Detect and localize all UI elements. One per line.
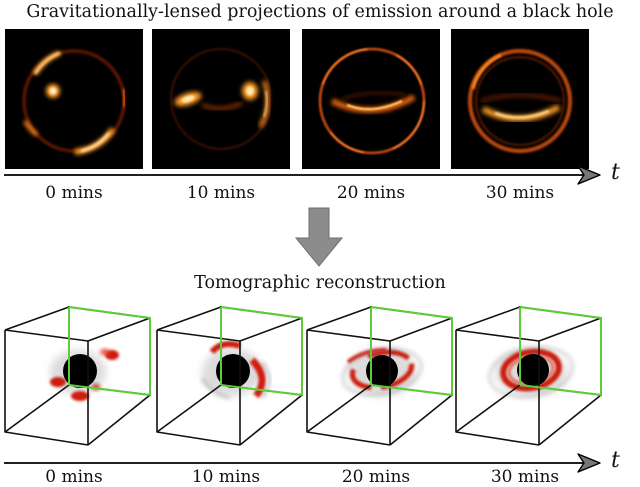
- bottom-axis-label: t: [611, 448, 620, 473]
- top-axis-label: t: [611, 160, 620, 185]
- lensed-image-10: [152, 29, 290, 169]
- cube-10: [156, 305, 303, 446]
- top-time-label-30: 30 mins: [485, 183, 555, 203]
- lensed-image-20: [302, 29, 440, 169]
- bottom-time-label-0: 0 mins: [45, 467, 103, 487]
- bottom-time-label-20: 20 mins: [341, 467, 411, 487]
- top-time-label-20: 20 mins: [336, 183, 406, 203]
- cube-30: [455, 305, 602, 446]
- lensed-image-30: [451, 29, 589, 169]
- top-time-label-10: 10 mins: [186, 183, 256, 203]
- bottom-time-label-10: 10 mins: [191, 467, 261, 487]
- lensed-image-0: [5, 29, 143, 169]
- top-time-label-0: 0 mins: [45, 183, 103, 203]
- top-title: Gravitationally-lensed projections of em…: [26, 2, 614, 22]
- cube-0: [4, 305, 151, 446]
- cube-20: [306, 305, 453, 446]
- bottom-time-label-30: 30 mins: [490, 467, 560, 487]
- bottom-title: Tomographic reconstruction: [194, 273, 446, 293]
